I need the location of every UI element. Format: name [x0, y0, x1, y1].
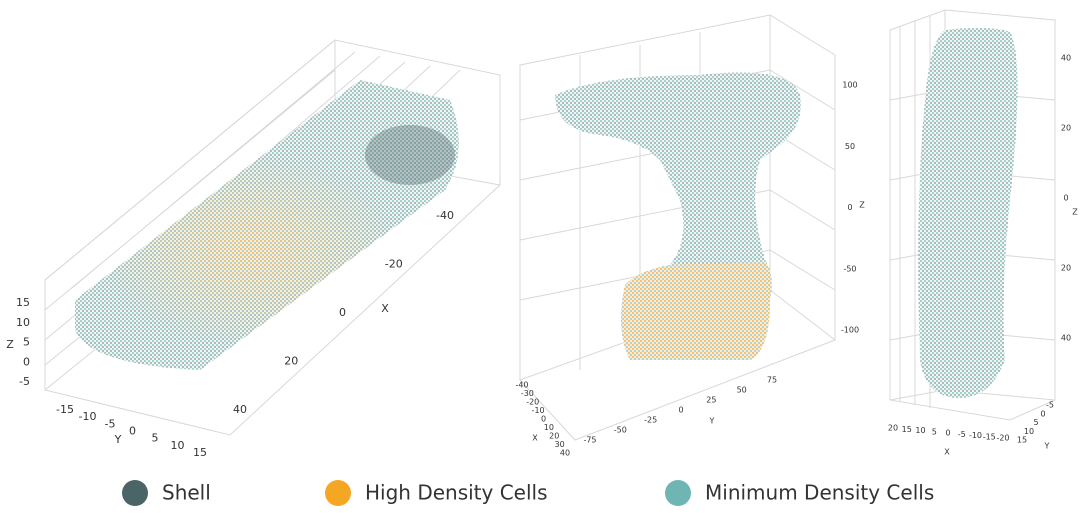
- y-tick-label: 10: [171, 439, 185, 452]
- legend-label: Minimum Density Cells: [705, 481, 934, 505]
- y-tick-label: -25: [644, 416, 657, 425]
- high-density-region: [75, 80, 459, 370]
- z-tick-label: 50: [845, 142, 855, 151]
- x-tick-label: 40: [560, 449, 570, 458]
- x-tick-label: -40: [436, 209, 454, 222]
- legend-label: Shell: [162, 481, 211, 505]
- z-tick-label: 0: [847, 203, 852, 212]
- legend-marker: [325, 480, 351, 506]
- z-tick-label: 100: [842, 81, 857, 90]
- z-tick-label: 40: [1061, 334, 1071, 343]
- figure: -40-2002040X-15-10-5051015Y151050-5Z-40-…: [0, 0, 1081, 510]
- x-tick-label: -15: [983, 432, 996, 441]
- z-tick-label: -5: [19, 375, 30, 388]
- y-tick-label: 75: [767, 376, 777, 385]
- z-axis-label: Z: [1072, 208, 1078, 217]
- y-axis-label: Y: [114, 433, 122, 446]
- high-density-region: [621, 262, 772, 360]
- y-tick-label: 0: [1040, 409, 1045, 418]
- y-tick-label: 5: [152, 432, 159, 445]
- x-axis-label: X: [944, 448, 950, 457]
- x-tick-label: -10: [969, 431, 982, 440]
- z-axis-label: Z: [6, 338, 14, 351]
- x-tick-label: 15: [902, 425, 912, 434]
- y-tick-label: -5: [1046, 401, 1054, 410]
- z-tick-label: 0: [1063, 194, 1068, 203]
- z-tick-label: 10: [16, 316, 30, 329]
- z-tick-label: -50: [843, 264, 856, 273]
- x-tick-label: 5: [932, 427, 937, 436]
- z-tick-label: 5: [23, 336, 30, 349]
- y-axis-label: Y: [1044, 442, 1050, 451]
- x-tick-label: 0: [945, 429, 950, 438]
- x-tick-label: -20: [996, 434, 1009, 443]
- y-tick-label: 0: [129, 425, 136, 438]
- y-tick-label: 0: [678, 406, 683, 415]
- x-axis-label: X: [381, 302, 389, 315]
- y-tick-label: 15: [193, 446, 207, 459]
- y-axis-label: Y: [709, 417, 715, 426]
- y-tick-label: -75: [583, 436, 596, 445]
- z-tick-label: 15: [16, 296, 30, 309]
- y-tick-label: -10: [79, 410, 97, 423]
- y-tick-label: -15: [56, 403, 74, 416]
- x-tick-label: 10: [915, 426, 925, 435]
- y-tick-label: -50: [614, 426, 627, 435]
- x-axis-label: X: [532, 434, 538, 443]
- legend-marker: [665, 480, 691, 506]
- z-tick-label: 0: [23, 355, 30, 368]
- z-axis-label: Z: [859, 201, 865, 210]
- y-tick-label: 25: [706, 396, 716, 405]
- x-tick-label: 0: [339, 306, 346, 319]
- y-tick-label: 10: [1024, 427, 1034, 436]
- z-tick-label: -100: [841, 326, 859, 335]
- y-tick-label: -5: [105, 417, 116, 430]
- legend: Shell High Density Cells Minimum Density C…: [122, 480, 934, 506]
- z-tick-label: 20: [1061, 124, 1071, 133]
- y-tick-label: 15: [1017, 436, 1027, 445]
- legend-marker: [122, 480, 148, 506]
- x-tick-label: 20: [888, 424, 898, 433]
- z-tick-label: 40: [1061, 54, 1071, 63]
- voxel-shape: [918, 28, 1017, 398]
- shell-detail: [365, 125, 455, 185]
- x-tick-label: -20: [385, 258, 403, 271]
- z-tick-label: 20: [1061, 264, 1071, 273]
- y-tick-label: 5: [1033, 418, 1038, 427]
- legend-label: High Density Cells: [365, 481, 548, 505]
- x-tick-label: -5: [958, 430, 966, 439]
- y-tick-label: 50: [737, 386, 747, 395]
- x-tick-label: 20: [284, 355, 298, 368]
- x-tick-label: 40: [233, 403, 247, 416]
